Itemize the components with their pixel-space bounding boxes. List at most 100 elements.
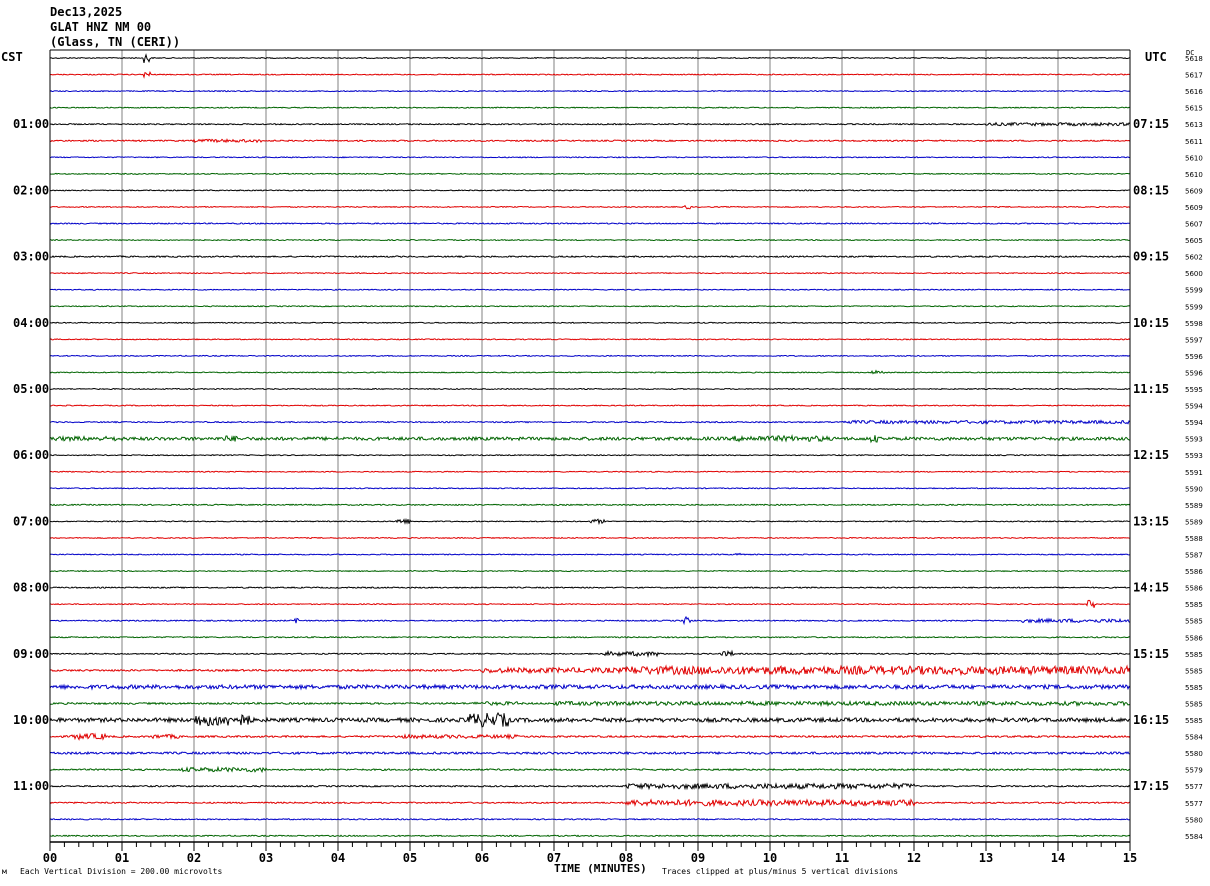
x-tick-label: 04 [331, 851, 345, 865]
x-tick-label: 08 [619, 851, 633, 865]
x-tick-label: 01 [115, 851, 129, 865]
dc-value-label: 5617 [1185, 72, 1203, 80]
dc-value-label: 5585 [1185, 651, 1203, 659]
dc-value-label: 5596 [1185, 369, 1203, 377]
trace-line [49, 89, 1131, 93]
trace-line [49, 434, 1131, 444]
right-zone-label: UTC [1145, 50, 1167, 64]
x-tick-label: 10 [763, 851, 777, 865]
location-label: (Glass, TN (CERI)) [50, 35, 181, 49]
dc-value-label: 5610 [1185, 171, 1203, 179]
dc-value-label: 5599 [1185, 287, 1203, 295]
trace-line [49, 305, 1131, 308]
dc-value-label: 5609 [1185, 204, 1203, 212]
utc-hour-label: 07:15 [1133, 117, 1169, 131]
trace-line [49, 369, 1131, 375]
trace-line [49, 552, 1131, 556]
trace-line [49, 288, 1131, 291]
x-tick-label: 12 [907, 851, 921, 865]
dc-value-label: 5587 [1185, 552, 1203, 560]
x-tick-label: 11 [835, 851, 849, 865]
utc-hour-label: 12:15 [1133, 448, 1169, 462]
trace-line [49, 781, 1131, 791]
dc-value-label: 5585 [1185, 601, 1203, 609]
trace-line [49, 454, 1131, 457]
x-axis-tick-labels: 00 01 02 03 04 05 06 07 08 09 10 11 12 13 14 15 [43, 851, 1137, 865]
date-label: Dec13,2025 [50, 5, 123, 19]
trace-line [49, 338, 1131, 341]
dc-value-label: 5609 [1185, 187, 1203, 195]
trace-line [49, 238, 1131, 242]
dc-value-label: 5611 [1185, 138, 1203, 146]
cst-hour-label: 09:00 [13, 647, 49, 661]
dc-value-label: 5591 [1185, 469, 1203, 477]
trace-line [49, 664, 1131, 677]
x-tick-label: 05 [403, 851, 417, 865]
trace-line [49, 172, 1131, 176]
dc-value-label: 5580 [1185, 816, 1203, 824]
x-tick-label: 14 [1051, 851, 1065, 865]
trace-line [49, 615, 1131, 626]
dc-offset-labels: 5618 5617 5616 5615 5613 5611 5610 5610 5609 5609… [1185, 55, 1203, 841]
cst-time-labels: 01:00 02:00 03:00 04:00 05:00 06:00 07:00 08:00… [13, 117, 49, 793]
utc-hour-label: 08:15 [1133, 183, 1169, 197]
dc-value-label: 5616 [1185, 88, 1203, 96]
dc-value-label: 5580 [1185, 750, 1203, 758]
dc-header-label: DC [1186, 49, 1195, 57]
trace-line [49, 699, 1131, 708]
trace-line [49, 156, 1131, 159]
trace-line [49, 321, 1131, 324]
dc-value-label: 5590 [1185, 485, 1203, 493]
dc-value-label: 5588 [1185, 535, 1203, 543]
trace-line [49, 586, 1131, 589]
dc-value-label: 5585 [1185, 684, 1203, 692]
trace-line [49, 354, 1131, 358]
utc-time-labels: 07:15 08:15 09:15 10:15 11:15 12:15 13:15 14:15… [1133, 117, 1169, 793]
dc-value-label: 5586 [1185, 634, 1203, 642]
cst-hour-label: 05:00 [13, 382, 49, 396]
dc-value-label: 5594 [1185, 419, 1203, 427]
dc-value-label: 5596 [1185, 353, 1203, 361]
trace-line [49, 732, 1131, 741]
utc-hour-label: 13:15 [1133, 514, 1169, 528]
trace-line [49, 569, 1131, 573]
dc-value-label: 5618 [1185, 55, 1203, 63]
cst-hour-label: 10:00 [13, 713, 49, 727]
x-tick-label: 06 [475, 851, 489, 865]
trace-line [49, 404, 1131, 407]
dc-value-label: 5597 [1185, 336, 1203, 344]
cst-hour-label: 11:00 [13, 779, 49, 793]
cst-hour-label: 04:00 [13, 316, 49, 330]
dc-value-label: 5586 [1185, 585, 1203, 593]
scale-note: Each Vertical Division = 200.00 microvol… [20, 867, 223, 876]
dc-value-label: 5585 [1185, 717, 1203, 725]
dc-value-label: 5586 [1185, 568, 1203, 576]
utc-hour-label: 11:15 [1133, 382, 1169, 396]
x-axis-title: TIME (MINUTES) [554, 862, 647, 875]
trace-line [49, 649, 1131, 658]
dc-value-label: 5584 [1185, 833, 1203, 841]
minute-grid [121, 50, 1059, 842]
x-tick-label: 03 [259, 851, 273, 865]
dc-value-label: 5605 [1185, 237, 1203, 245]
dc-value-label: 5615 [1185, 105, 1203, 113]
x-tick-label: 13 [979, 851, 993, 865]
corner-mark: м [2, 867, 7, 876]
trace-line [49, 189, 1130, 192]
dc-value-label: 5577 [1185, 800, 1203, 808]
dc-value-label: 5593 [1185, 436, 1203, 444]
x-tick-label: 00 [43, 851, 57, 865]
cst-hour-label: 07:00 [13, 514, 49, 528]
trace-line [49, 138, 1131, 144]
trace-line [49, 599, 1131, 608]
trace-line [49, 387, 1131, 391]
trace-line [49, 106, 1131, 109]
clip-note: Traces clipped at plus/minus 5 vertical … [662, 867, 899, 876]
trace-line [49, 817, 1131, 821]
seismic-traces [49, 53, 1131, 838]
dc-value-label: 5607 [1185, 221, 1203, 229]
cst-hour-label: 06:00 [13, 448, 49, 462]
trace-line [49, 751, 1131, 756]
cst-hour-label: 03:00 [13, 250, 49, 264]
dc-value-label: 5589 [1185, 518, 1203, 526]
